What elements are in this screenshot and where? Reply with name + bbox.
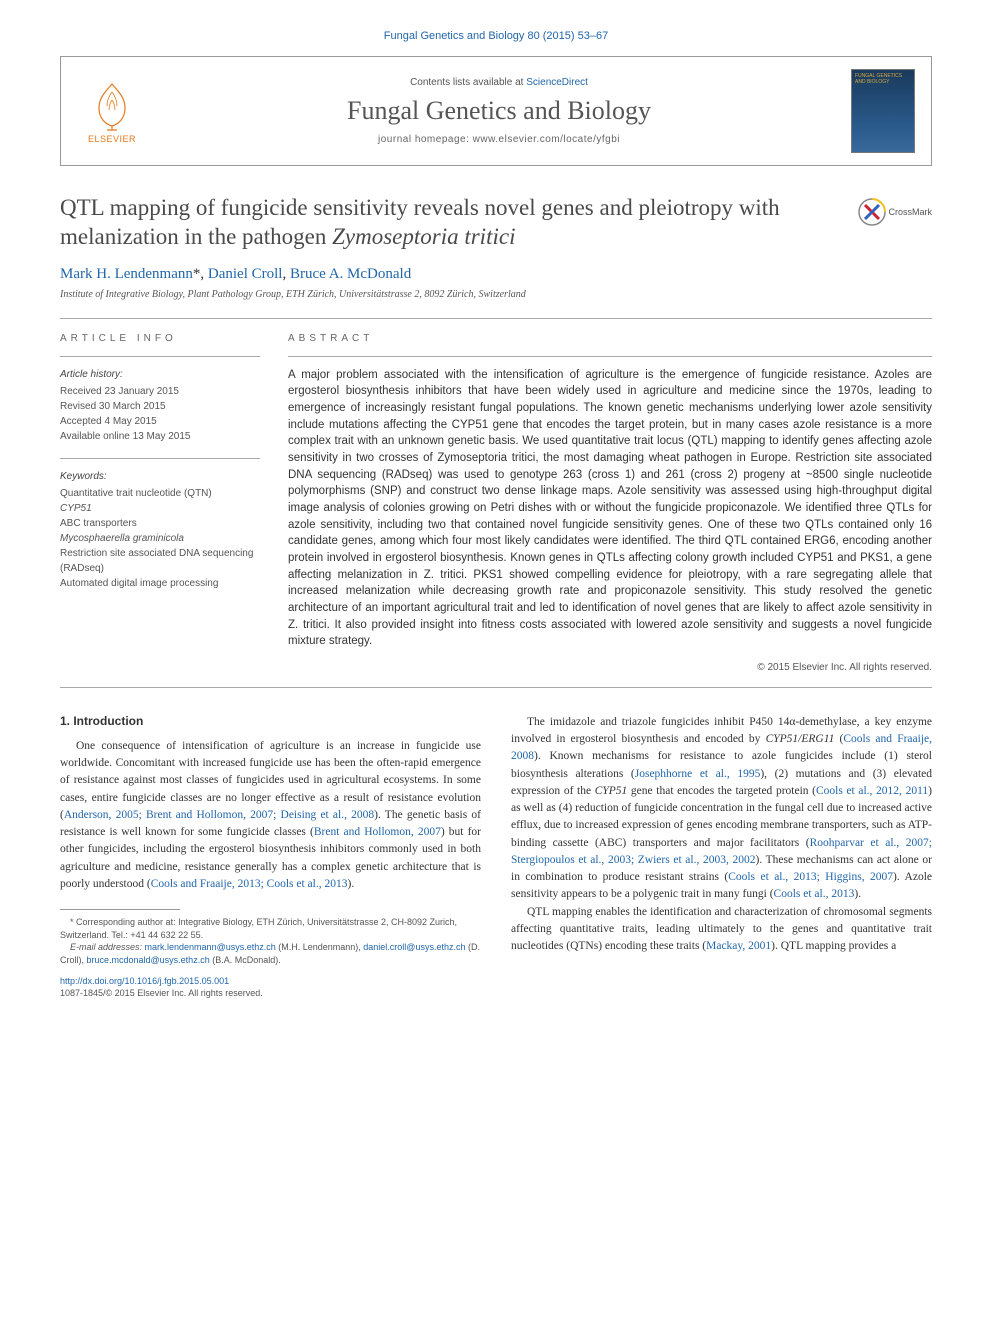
sep: , [282, 266, 290, 282]
body-columns: 1. Introduction One consequence of inten… [60, 714, 932, 1000]
text: ). [854, 888, 861, 900]
keyword: Quantitative trait nucleotide (QTN) [60, 486, 260, 501]
journal-reference: Fungal Genetics and Biology 80 (2015) 53… [60, 30, 932, 42]
email-link[interactable]: daniel.croll@usys.ethz.ch [363, 942, 465, 952]
author-1[interactable]: Mark H. Lendenmann [60, 266, 193, 282]
article-title: QTL mapping of fungicide sensitivity rev… [60, 194, 840, 252]
contents-available: Contents lists available at ScienceDirec… [157, 77, 841, 88]
author-3[interactable]: Bruce A. McDonald [290, 266, 411, 282]
rule [60, 687, 932, 688]
introduction-heading: 1. Introduction [60, 714, 481, 728]
intro-paragraph-2: The imidazole and triazole fungicides in… [511, 714, 932, 904]
keyword: ABC transporters [60, 516, 260, 531]
copyright-line: © 2015 Elsevier Inc. All rights reserved… [288, 662, 932, 673]
keyword: Automated digital image processing [60, 576, 260, 591]
issn-copyright: 1087-1845/© 2015 Elsevier Inc. All right… [60, 988, 263, 998]
elsevier-tree-icon [85, 78, 139, 132]
keywords-block: Keywords: Quantitative trait nucleotide … [60, 469, 260, 591]
gene-name: CYP51/ERG11 [766, 733, 835, 745]
citation-link[interactable]: Mackay, 2001 [706, 940, 771, 952]
crossmark-label: CrossMark [888, 207, 932, 217]
sciencedirect-link[interactable]: ScienceDirect [526, 77, 588, 88]
crossmark-badge[interactable]: CrossMark [858, 198, 932, 226]
keyword: Restriction site associated DNA sequenci… [60, 546, 260, 576]
article-history: Article history: Received 23 January 201… [60, 367, 260, 444]
journal-header: ELSEVIER Contents lists available at Sci… [60, 56, 932, 166]
history-online: Available online 13 May 2015 [60, 429, 260, 444]
citation-link[interactable]: Cools et al., 2013 [774, 888, 855, 900]
contents-prefix: Contents lists available at [410, 77, 526, 88]
title-row: QTL mapping of fungicide sensitivity rev… [60, 194, 932, 252]
text: (B.A. McDonald). [210, 955, 281, 965]
gene-name: CYP51 [595, 785, 628, 797]
text: (M.H. Lendenmann), [276, 942, 364, 952]
citation-link[interactable]: Cools and Fraaije, 2013; Cools et al., 2… [151, 878, 348, 890]
email-link[interactable]: mark.lendenmann@usys.ethz.ch [145, 942, 276, 952]
text: ). [347, 878, 354, 890]
text: ). QTL mapping provides a [771, 940, 896, 952]
keywords-head: Keywords: [60, 469, 260, 484]
keyword: Mycosphaerella graminicola [60, 531, 260, 546]
rule [60, 458, 260, 459]
cover-title: FUNGAL GENETICS AND BIOLOGY [855, 74, 911, 85]
abstract-text: A major problem associated with the inte… [288, 367, 932, 650]
abstract-column: abstract A major problem associated with… [288, 333, 932, 673]
publisher-name: ELSEVIER [88, 134, 136, 144]
citation-link[interactable]: Brent and Hollomon, 2007 [314, 826, 441, 838]
rule [288, 356, 932, 357]
homepage-url[interactable]: www.elsevier.com/locate/yfgbi [473, 134, 620, 145]
email-label: E-mail addresses: [70, 942, 145, 952]
header-center: Contents lists available at ScienceDirec… [147, 77, 851, 145]
history-received: Received 23 January 2015 [60, 384, 260, 399]
publisher-logo[interactable]: ELSEVIER [77, 78, 147, 144]
keyword: CYP51 [60, 501, 260, 516]
corresponding-author-note: * Corresponding author at: Integrative B… [60, 916, 481, 941]
title-species: Zymoseptoria tritici [332, 224, 515, 249]
text: gene that encodes the targeted protein ( [627, 785, 816, 797]
email-link[interactable]: bruce.mcdonald@usys.ethz.ch [87, 955, 210, 965]
article-info-label: article info [60, 333, 260, 344]
sep: , [200, 266, 208, 282]
author-list: Mark H. Lendenmann*, Daniel Croll, Bruce… [60, 266, 932, 283]
history-accepted: Accepted 4 May 2015 [60, 414, 260, 429]
citation-link[interactable]: Cools et al., 2012, 2011 [816, 785, 928, 797]
homepage-prefix: journal homepage: [378, 134, 473, 145]
intro-paragraph-1: One consequence of intensification of ag… [60, 738, 481, 893]
intro-paragraph-3: QTL mapping enables the identification a… [511, 904, 932, 956]
affiliation: Institute of Integrative Biology, Plant … [60, 289, 932, 300]
crossmark-icon [858, 198, 886, 226]
left-column: 1. Introduction One consequence of inten… [60, 714, 481, 1000]
info-abstract-row: article info Article history: Received 2… [60, 333, 932, 673]
citation-link[interactable]: Cools et al., 2013; Higgins, 2007 [728, 871, 893, 883]
author-2[interactable]: Daniel Croll [208, 266, 283, 282]
right-column: The imidazole and triazole fungicides in… [511, 714, 932, 1000]
history-revised: Revised 30 March 2015 [60, 399, 260, 414]
footnote-rule [60, 909, 180, 910]
email-footnote: E-mail addresses: mark.lendenmann@usys.e… [60, 941, 481, 966]
doi-block: http://dx.doi.org/10.1016/j.fgb.2015.05.… [60, 975, 481, 1000]
journal-homepage: journal homepage: www.elsevier.com/locat… [157, 134, 841, 145]
journal-name: Fungal Genetics and Biology [157, 96, 841, 126]
citation-link[interactable]: Josephhorne et al., 1995 [635, 768, 761, 780]
journal-cover-thumbnail[interactable]: FUNGAL GENETICS AND BIOLOGY [851, 69, 915, 153]
history-head: Article history: [60, 367, 260, 382]
rule [60, 318, 932, 319]
doi-link[interactable]: http://dx.doi.org/10.1016/j.fgb.2015.05.… [60, 976, 229, 986]
citation-link[interactable]: Anderson, 2005; Brent and Hollomon, 2007… [64, 809, 374, 821]
article-info-column: article info Article history: Received 2… [60, 333, 260, 673]
rule [60, 356, 260, 357]
abstract-label: abstract [288, 333, 932, 344]
